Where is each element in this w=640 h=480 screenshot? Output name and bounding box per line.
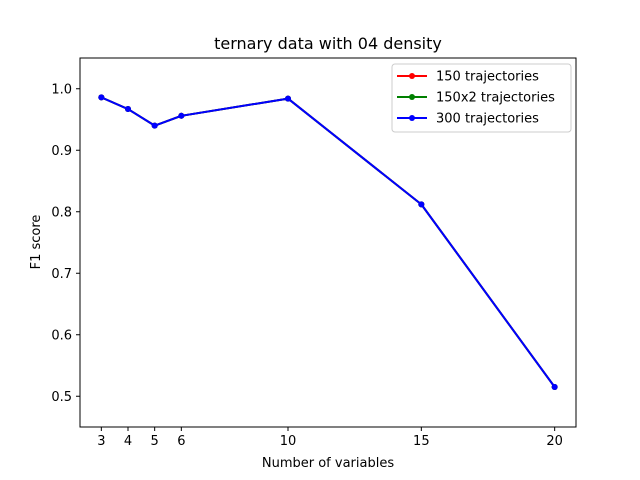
legend-entry: 150 trajectories — [397, 70, 539, 85]
x-tick-label: 5 — [151, 434, 159, 449]
y-axis: 0.5 0.6 0.7 0.8 0.9 1.0 — [51, 82, 80, 405]
y-tick-label: 0.7 — [51, 267, 72, 282]
legend-label: 150x2 trajectories — [436, 91, 555, 106]
series-line — [100, 96, 556, 388]
series-line — [100, 96, 556, 388]
y-tick-label: 0.8 — [51, 205, 72, 220]
plot-area-frame — [79, 57, 577, 428]
x-tick-label: 15 — [413, 434, 430, 449]
legend-marker — [409, 94, 415, 100]
x-tick-label: 6 — [177, 434, 185, 449]
series-line — [100, 96, 556, 388]
legend-entry: 150x2 trajectories — [397, 91, 555, 106]
y-tick-label: 1.0 — [51, 82, 72, 97]
x-axis: 3 4 5 6 10 15 20 — [97, 427, 563, 449]
x-tick-label: 10 — [280, 434, 297, 449]
x-axis-label: Number of variables — [262, 456, 394, 471]
chart-title: ternary data with 04 density — [214, 34, 442, 53]
legend-box — [391, 63, 572, 133]
legend-label: 300 trajectories — [436, 112, 539, 127]
series-layer — [98, 94, 558, 391]
data-point — [98, 94, 105, 101]
data-point — [551, 384, 558, 391]
legend: 150 trajectories 150x2 trajectories 300 tr… — [391, 63, 572, 133]
legend-marker — [409, 73, 415, 79]
series-2 — [98, 94, 558, 391]
x-tick-label: 3 — [97, 434, 105, 449]
legend-entry: 300 trajectories — [397, 112, 539, 127]
x-tick-label: 4 — [124, 434, 132, 449]
y-tick-label: 0.6 — [51, 328, 72, 343]
x-tick-label: 20 — [546, 434, 563, 449]
series-1 — [98, 94, 558, 391]
series-3 — [98, 94, 558, 391]
data-point — [125, 106, 131, 113]
legend-marker — [409, 115, 415, 121]
y-tick-label: 0.9 — [51, 144, 72, 159]
y-axis-label: F1 score — [29, 215, 44, 270]
data-point — [285, 95, 291, 102]
y-tick-label: 0.5 — [51, 390, 72, 405]
legend-label: 150 trajectories — [436, 70, 539, 85]
data-point — [178, 112, 185, 119]
data-point — [418, 201, 425, 208]
data-point — [151, 122, 158, 129]
